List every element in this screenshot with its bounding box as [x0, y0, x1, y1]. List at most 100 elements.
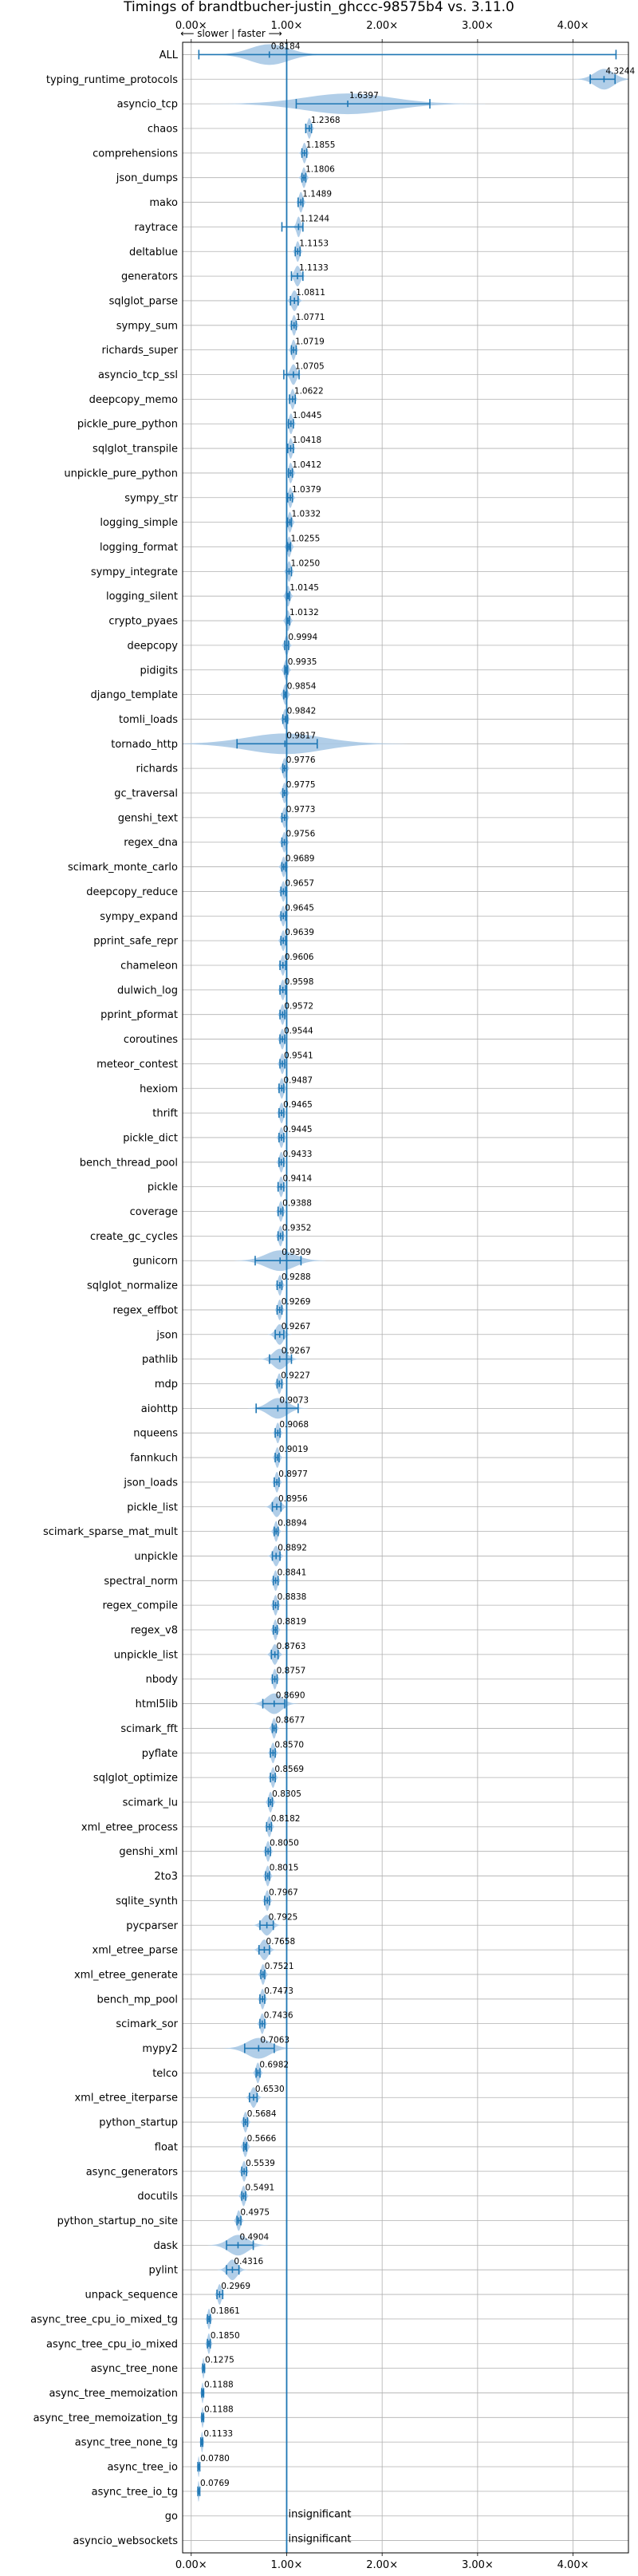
value-label: 0.8690 — [276, 1691, 305, 1701]
category-label: regex_dna — [124, 837, 178, 849]
category-label: coverage — [130, 1206, 178, 1218]
chart-title: Timings of brandtbucher-justin_ghccc-985… — [123, 0, 514, 15]
category-label: richards — [136, 763, 179, 775]
x-tick-label-bottom: 2.00× — [366, 2559, 398, 2571]
x-tick-label-bottom: 3.00× — [462, 2559, 494, 2571]
value-label: 0.7473 — [264, 1986, 293, 1996]
value-label: 0.5539 — [246, 2159, 275, 2168]
category-label: logging_simple — [100, 517, 178, 529]
value-label: 0.9073 — [279, 1395, 309, 1405]
x-tick-label-bottom: 0.00× — [175, 2559, 207, 2571]
category-label: xml_etree_process — [81, 1821, 178, 1833]
category-label: scimark_fft — [120, 1723, 178, 1735]
category-label: pickle_dict — [123, 1132, 178, 1144]
value-label: 0.8763 — [277, 1642, 306, 1651]
category-label: scimark_sor — [116, 2018, 178, 2030]
value-label: 0.9068 — [279, 1420, 309, 1430]
value-label: 0.7063 — [260, 2036, 289, 2045]
value-label: 0.8841 — [278, 1568, 307, 1577]
category-label: pathlib — [142, 1354, 178, 1366]
category-label: gc_traversal — [114, 788, 178, 800]
category-label: logging_format — [100, 542, 178, 554]
category-label: html5lib — [136, 1698, 178, 1710]
category-label: generators — [121, 271, 178, 283]
category-label: crypto_pyaes — [108, 616, 178, 628]
category-label: tomli_loads — [119, 714, 178, 726]
category-label: mypy2 — [142, 2043, 178, 2055]
value-label: 1.0332 — [291, 510, 321, 519]
category-label: chameleon — [120, 960, 178, 972]
value-label: 0.1861 — [211, 2306, 240, 2316]
category-label: sympy_sum — [116, 320, 178, 332]
value-label: 1.0811 — [296, 288, 325, 298]
value-label: 0.8956 — [278, 1494, 308, 1504]
value-label: 0.9019 — [279, 1445, 309, 1454]
category-label: pickle — [148, 1181, 178, 1193]
value-label: 1.0255 — [291, 534, 321, 543]
value-label: 0.9994 — [288, 633, 317, 642]
value-label: 0.8819 — [277, 1617, 306, 1627]
category-label: async_tree_cpu_io_mixed — [46, 2338, 178, 2350]
value-label: 1.0132 — [289, 608, 319, 617]
category-label: python_startup_no_site — [57, 2215, 178, 2227]
value-label: 0.4316 — [234, 2257, 263, 2266]
value-label: 1.0412 — [292, 460, 321, 470]
value-label: 1.0622 — [294, 386, 324, 396]
value-label: 0.0769 — [200, 2479, 230, 2488]
category-label: sqlglot_parse — [109, 295, 178, 307]
value-label: 0.7436 — [264, 2011, 293, 2021]
value-label: 0.5491 — [246, 2183, 275, 2193]
value-label: 0.9544 — [284, 1027, 313, 1036]
category-label: nbody — [146, 1674, 179, 1686]
value-label: 0.9606 — [285, 953, 314, 962]
value-label: 0.1188 — [204, 2380, 234, 2389]
category-label: regex_effbot — [112, 1304, 178, 1316]
value-label: 0.9309 — [282, 1248, 311, 1257]
value-label: 0.9269 — [282, 1297, 311, 1307]
category-label: aiohttp — [141, 1403, 178, 1415]
value-label: 0.9433 — [283, 1150, 313, 1159]
value-label: 1.0771 — [296, 313, 325, 322]
value-label: 0.9776 — [286, 755, 316, 765]
value-label: 0.7521 — [265, 1962, 294, 1971]
category-label: async_tree_memoization_tg — [33, 2412, 178, 2424]
category-label: deepcopy — [127, 640, 178, 652]
category-label: xml_etree_iterparse — [74, 2093, 178, 2105]
violin-layer — [183, 44, 628, 2502]
direction-label: ⟵ slower | faster ⟶ — [180, 28, 282, 39]
value-label: 0.8677 — [276, 1715, 305, 1725]
value-label: 1.0379 — [292, 485, 321, 495]
category-label: pyflate — [142, 1748, 178, 1760]
category-label: mdp — [155, 1379, 178, 1391]
category-label: sympy_str — [124, 492, 178, 504]
grid-layer — [183, 39, 628, 2556]
category-label: django_template — [91, 689, 178, 701]
category-label: asyncio_tcp_ssl — [98, 369, 178, 381]
x-tick-label-top: 2.00× — [366, 20, 398, 32]
category-label: sqlglot_optimize — [93, 1773, 178, 1785]
value-label: 0.9689 — [286, 854, 315, 864]
value-label: 0.9817 — [286, 731, 316, 740]
value-label: 0.2969 — [221, 2282, 250, 2291]
x-tick-label-top: 3.00× — [462, 20, 494, 32]
category-label: create_gc_cycles — [90, 1231, 178, 1243]
value-label: 0.8184 — [271, 41, 301, 51]
value-label: 0.9657 — [285, 878, 314, 888]
value-label: 0.6982 — [259, 2060, 289, 2069]
category-label: async_tree_none_tg — [75, 2437, 178, 2449]
value-label: 1.0445 — [293, 411, 322, 420]
category-label: xml_etree_generate — [74, 1969, 178, 1981]
x-tick-label-bottom: 1.00× — [271, 2559, 303, 2571]
value-label: 0.8977 — [278, 1469, 308, 1479]
category-label: dask — [153, 2240, 178, 2252]
value-label: 1.0705 — [295, 362, 325, 372]
value-label: 0.9352 — [282, 1223, 312, 1233]
value-label: 1.0418 — [292, 436, 321, 445]
value-label: 0.9288 — [282, 1272, 311, 1282]
category-label: deepcopy_memo — [89, 394, 178, 406]
category-label: hexiom — [140, 1083, 178, 1095]
category-label: async_tree_none — [91, 2363, 178, 2375]
value-label: 0.8838 — [278, 1592, 307, 1602]
category-label: unpickle — [134, 1551, 178, 1563]
value-label: 0.8050 — [270, 1839, 299, 1848]
